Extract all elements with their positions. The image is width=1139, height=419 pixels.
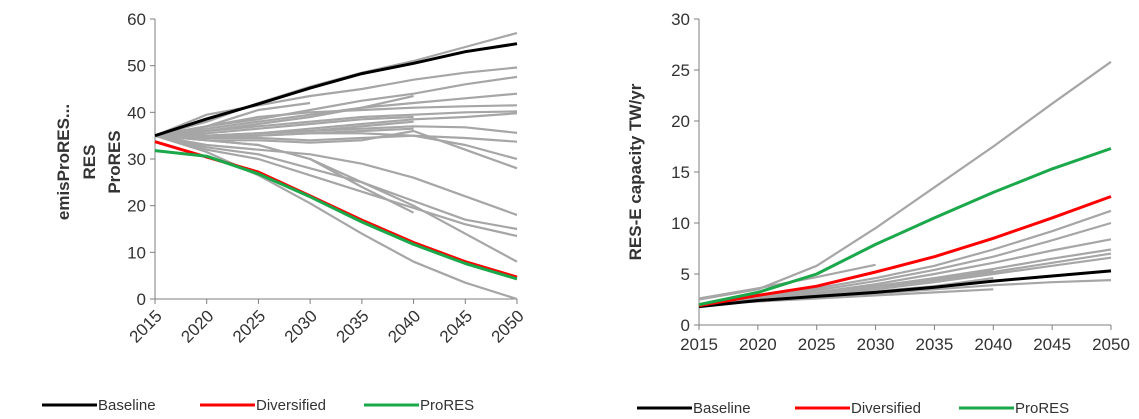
y-tick-label: 20 bbox=[671, 112, 690, 131]
legend-label-diversified: Diversified bbox=[851, 400, 921, 417]
y-axis-label: ProRES bbox=[105, 130, 124, 193]
x-tick-label: 2015 bbox=[680, 335, 718, 354]
y-tick-label: 10 bbox=[671, 214, 690, 233]
x-tick-label: 2050 bbox=[488, 306, 528, 346]
y-tick-label: 10 bbox=[127, 243, 146, 262]
y-tick-label: 0 bbox=[137, 290, 146, 309]
scenario-line bbox=[155, 120, 414, 137]
scenario-line bbox=[698, 221, 1112, 306]
x-tick-label: 2030 bbox=[857, 335, 895, 354]
x-tick-label: 2025 bbox=[798, 335, 836, 354]
series-line-prores bbox=[154, 149, 518, 281]
series-line-baseline bbox=[154, 42, 518, 138]
y-tick-label: 50 bbox=[127, 57, 146, 76]
y-tick-label: 20 bbox=[127, 197, 146, 216]
scenario-line bbox=[154, 101, 311, 137]
x-tick-label: 2020 bbox=[739, 335, 777, 354]
y-tick-label: 0 bbox=[681, 316, 690, 335]
x-tick-label: 2025 bbox=[229, 306, 269, 346]
x-tick-label: 2040 bbox=[974, 335, 1012, 354]
y-axis-label: RES-E capacity TW/yr bbox=[626, 83, 645, 260]
y-tick-label: 40 bbox=[127, 103, 146, 122]
series-line-baseline bbox=[698, 269, 1112, 309]
legend-label-baseline: Baseline bbox=[98, 397, 156, 414]
x-tick-label: 2040 bbox=[384, 306, 424, 346]
x-tick-label: 2035 bbox=[333, 306, 373, 346]
y-tick-label: 15 bbox=[671, 163, 690, 182]
scenario-line bbox=[154, 134, 415, 214]
scenario-line bbox=[154, 134, 518, 217]
y-axis-label: RES bbox=[80, 145, 99, 180]
series-line-diversified bbox=[698, 195, 1112, 308]
x-tick-label: 2020 bbox=[177, 306, 217, 346]
y-tick-label: 30 bbox=[671, 10, 690, 29]
scenario-line bbox=[154, 134, 518, 301]
x-tick-label: 2035 bbox=[916, 335, 954, 354]
scenario-line bbox=[154, 127, 414, 140]
legend-label-diversified: Diversified bbox=[256, 397, 326, 414]
x-tick-label: 2045 bbox=[436, 306, 476, 346]
scenario-line bbox=[154, 104, 518, 137]
legend-label-prores: ProRES bbox=[1015, 400, 1069, 417]
y-tick-label: 5 bbox=[681, 265, 690, 284]
x-tick-label: 2015 bbox=[126, 306, 166, 346]
legend-label-baseline: Baseline bbox=[693, 400, 751, 417]
scenario-line bbox=[154, 115, 414, 137]
scenario-line bbox=[154, 94, 414, 137]
y-tick-label: 25 bbox=[671, 61, 690, 80]
scenario-line bbox=[154, 134, 518, 238]
x-tick-label: 2030 bbox=[281, 306, 321, 346]
series-line-prores bbox=[698, 147, 1112, 307]
scenario-line bbox=[154, 66, 518, 137]
scenario-line bbox=[154, 134, 518, 231]
scenario-line bbox=[154, 134, 518, 263]
x-tick-label: 2050 bbox=[1092, 335, 1130, 354]
y-axis-label: emisProRES... bbox=[54, 104, 73, 220]
y-tick-label: 30 bbox=[127, 150, 146, 169]
x-tick-label: 2045 bbox=[1033, 335, 1071, 354]
y-tick-label: 60 bbox=[127, 10, 146, 29]
legend-label-prores: ProRES bbox=[420, 397, 474, 414]
